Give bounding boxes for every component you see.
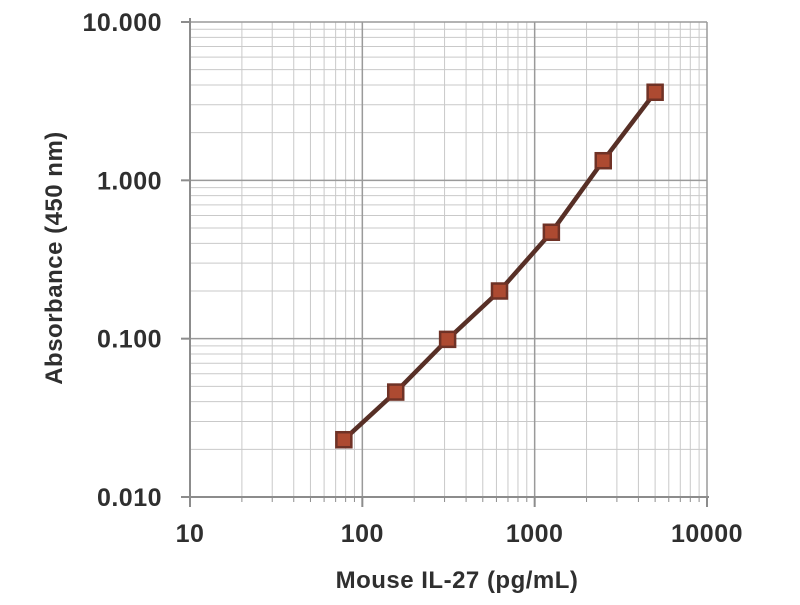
x-tick-label: 1000 <box>506 520 564 548</box>
data-point-marker <box>386 383 405 401</box>
data-point-marker <box>542 223 561 242</box>
y-tick-label: 0.100 <box>97 326 162 354</box>
grid-layer <box>189 21 708 498</box>
x-tick-label: 10 <box>176 520 205 548</box>
x-tick-label: 100 <box>341 520 384 548</box>
series-layer <box>335 83 664 449</box>
data-point-marker <box>490 282 509 300</box>
y-tick-label: 0.010 <box>97 484 162 512</box>
y-tick-label: 10.000 <box>83 9 162 37</box>
y-tick-label: 1.000 <box>97 167 162 195</box>
tick-label-layer: 10 100 1000 10000 10.000 1.000 0.100 0.010 <box>83 9 743 548</box>
data-point-marker <box>594 151 612 170</box>
data-point-marker <box>438 330 457 349</box>
y-axis-title: Absorbance (450 nm) <box>41 131 68 385</box>
x-tick-label: 10000 <box>671 520 743 548</box>
data-point-marker <box>646 83 664 102</box>
data-point-marker <box>335 430 353 449</box>
axis-layer <box>181 18 709 507</box>
x-axis-title: Mouse IL-27 (pg/mL) <box>336 567 579 594</box>
